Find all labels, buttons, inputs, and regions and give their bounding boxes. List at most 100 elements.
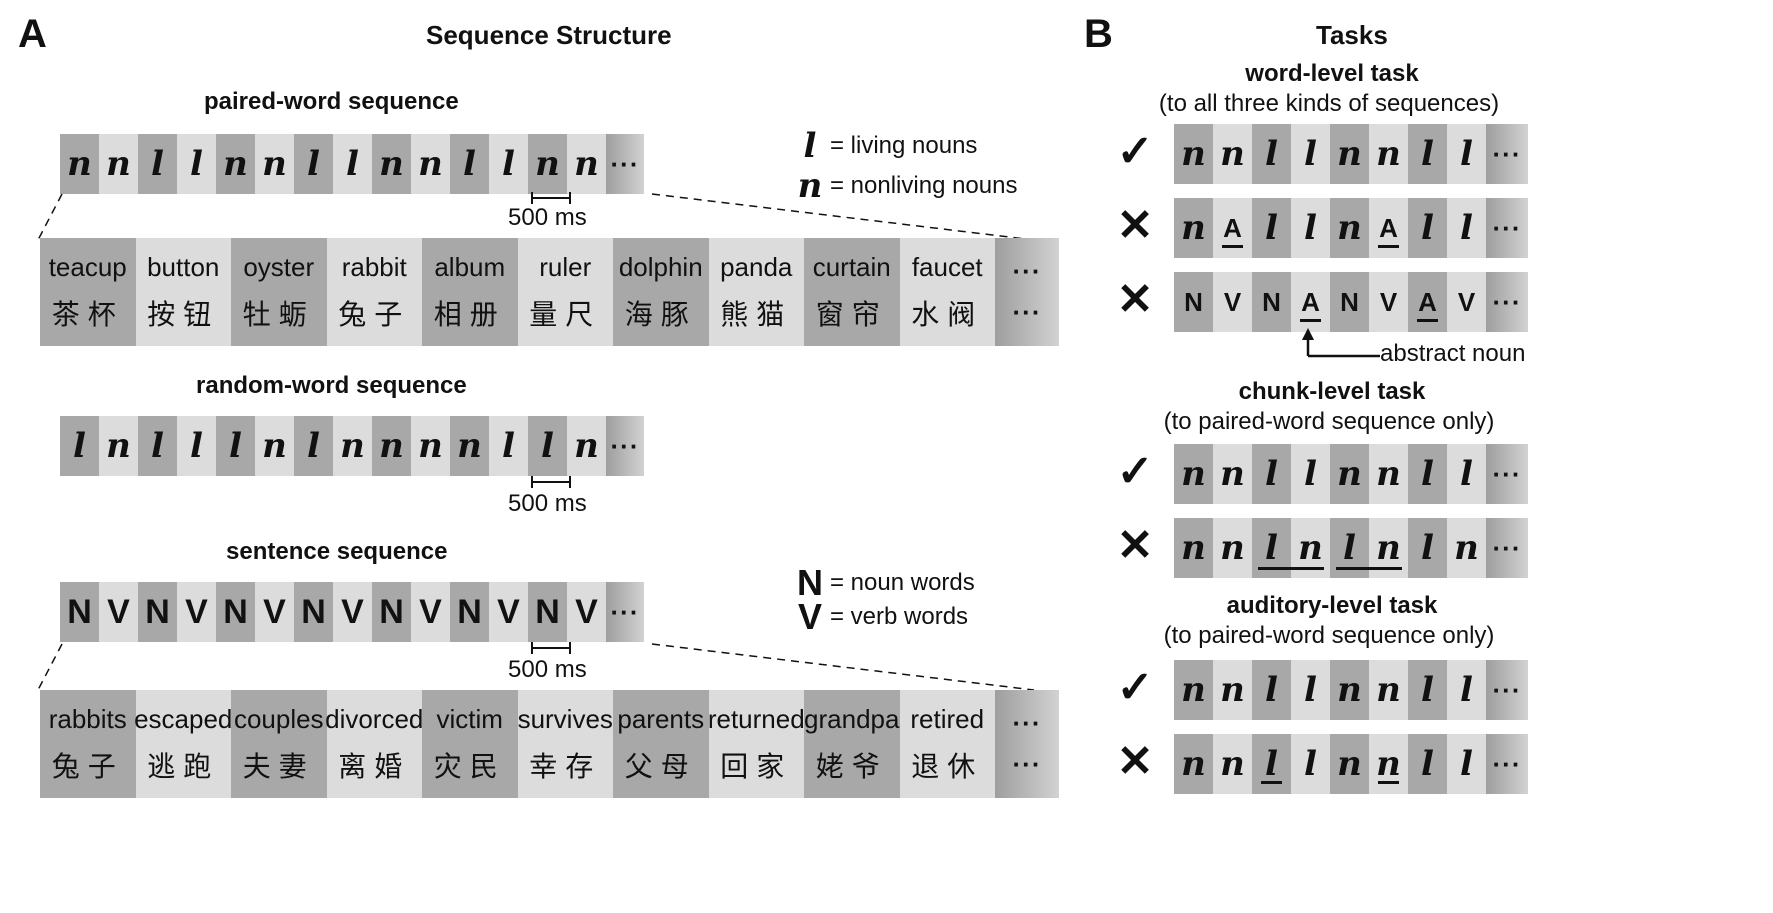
ellipsis-line: ···: [1012, 297, 1042, 327]
sequence-symbol: n: [1213, 660, 1252, 720]
sequence-symbol: n: [1447, 518, 1486, 578]
sequence-symbol: l: [294, 416, 333, 476]
sequence-symbol: V: [411, 582, 450, 642]
word-chinese: 相册: [433, 298, 506, 330]
sequence-symbol: n: [1330, 734, 1369, 794]
word-english: divorced: [325, 703, 424, 734]
sequence-symbol: n: [99, 416, 138, 476]
ellipsis: ···: [1486, 198, 1528, 258]
word-chinese: 海豚: [624, 298, 697, 330]
sequence-symbol: n: [60, 134, 99, 194]
word-chinese: 熊猫: [720, 298, 793, 330]
sequence-symbol: l: [1252, 660, 1291, 720]
auditory-task-wrong-row: n n l l n n l l ···: [1174, 734, 1528, 794]
scale-bar-1: [531, 192, 571, 204]
word-english: panda: [720, 251, 793, 282]
sequence-symbol: n: [333, 416, 372, 476]
ellipsis: ···: [1486, 734, 1528, 794]
word-item: escaped 逃跑: [134, 690, 232, 798]
sequence-symbol: n: [1174, 444, 1213, 504]
sequence-symbol: N: [1330, 272, 1369, 332]
sequence-symbol: n: [1369, 734, 1408, 794]
word-item: rabbit 兔子: [326, 238, 422, 346]
sequence-symbol: N: [1174, 272, 1213, 332]
word-english: faucet: [911, 251, 983, 282]
word-task-correct-row: n n l l n n l l ···: [1174, 124, 1528, 184]
word-item: couples 夫妻: [231, 690, 327, 798]
ellipsis-line: ···: [1012, 256, 1042, 286]
auditory-task-correct-row: n n l l n n l l ···: [1174, 660, 1528, 720]
sequence-symbol: n: [1174, 124, 1213, 184]
word-english: teacup: [48, 251, 127, 282]
sequence-symbol: A: [1369, 198, 1408, 258]
word-item: returned 回家: [707, 690, 805, 798]
sequence-symbol: l: [1447, 734, 1486, 794]
check-icon: ✓: [1116, 663, 1154, 712]
sequence-symbol: n: [255, 134, 294, 194]
word-english: oyster: [243, 251, 315, 282]
ellipsis-line: ···: [1012, 708, 1042, 738]
chunk-task-correct-row: n n l l n n l l ···: [1174, 444, 1528, 504]
auditory-task-subtitle: (to paired-word sequence only): [1163, 622, 1495, 649]
word-english: rabbit: [341, 251, 407, 282]
symbol-legend-2: N = noun words V = verb words: [790, 562, 975, 637]
word-item: victim 灾民: [422, 690, 518, 798]
legend-symbol-V: V: [797, 596, 822, 637]
word-chinese: 兔子: [338, 298, 411, 330]
ellipsis: ···: [1486, 444, 1528, 504]
sequence-symbol: n: [1213, 518, 1252, 578]
word-chinese: 牡蛎: [242, 298, 315, 330]
word-chinese: 逃跑: [147, 750, 220, 782]
legend-item-noun: N = noun words: [790, 562, 975, 603]
word-item: rabbits 兔子: [40, 690, 136, 798]
chunk-task-subtitle: (to paired-word sequence only): [1163, 408, 1495, 435]
word-english: returned: [707, 703, 805, 734]
word-english: rabbits: [48, 703, 127, 734]
word-english: retired: [910, 703, 985, 734]
sequence-symbol: n: [1174, 734, 1213, 794]
sequence-symbol: V: [489, 582, 528, 642]
sequence-symbol: N: [372, 582, 411, 642]
sequence-symbol: n: [1330, 198, 1369, 258]
word-item: oyster 牡蛎: [231, 238, 327, 346]
sequence-symbol: l: [1291, 660, 1330, 720]
panel-b-title: Tasks: [1316, 20, 1388, 50]
ellipsis: ···: [606, 416, 644, 476]
sequence-symbol: n: [216, 134, 255, 194]
word-chinese: 兔子: [51, 750, 124, 782]
word-chinese: 回家: [720, 750, 793, 782]
zoom-lines: [37, 193, 1035, 691]
word-item: ruler 量尺: [517, 238, 613, 346]
sequence-symbol: n: [1330, 660, 1369, 720]
sequence-symbol: l: [489, 416, 528, 476]
word-english: victim: [436, 703, 503, 734]
sequence-symbol: n: [1174, 198, 1213, 258]
word-chinese: 量尺: [529, 298, 602, 330]
sequence-symbol: l: [138, 134, 177, 194]
word-item: grandpa 姥爷: [804, 690, 900, 798]
cross-icon: ✕: [1116, 737, 1154, 786]
sequence-symbol: n: [567, 134, 606, 194]
ellipsis: ···: [606, 582, 644, 642]
legend-symbol-n: n: [797, 166, 823, 206]
scale-bar-2: [531, 476, 571, 488]
sequence-symbol: l: [1291, 444, 1330, 504]
sequence-symbol: N: [294, 582, 333, 642]
sequence-symbol: n: [528, 134, 567, 194]
sequence-symbol: l: [1252, 124, 1291, 184]
sequence-symbol: N: [1252, 272, 1291, 332]
sequence-symbol: n: [1330, 444, 1369, 504]
scale-label-3: 500 ms: [508, 656, 587, 683]
panel-b-letter: B: [1084, 12, 1113, 56]
word-item: survives 幸存: [517, 690, 613, 798]
word-chinese: 按钮: [147, 298, 220, 330]
sequence-symbol: N: [528, 582, 567, 642]
sequence-symbol: N: [60, 582, 99, 642]
sequence-symbol: l: [1447, 444, 1486, 504]
sequence-symbol: n: [1369, 124, 1408, 184]
sequence-symbol: l: [1447, 124, 1486, 184]
word-english: couples: [233, 703, 324, 734]
scale-label-1: 500 ms: [508, 204, 587, 231]
sequence-symbol: l: [1408, 198, 1447, 258]
sequence-symbol: n: [99, 134, 138, 194]
